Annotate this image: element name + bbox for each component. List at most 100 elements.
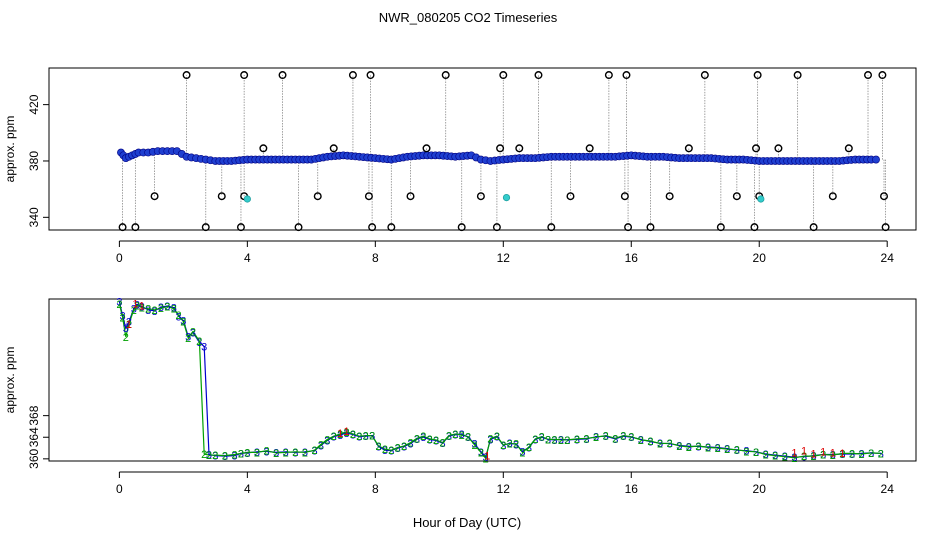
series-2-glyph: 2 — [483, 453, 489, 465]
panel-2-plot-frame — [48, 298, 917, 462]
series-2-glyph: 2 — [676, 441, 682, 453]
series-3-glyph: 3 — [152, 306, 158, 318]
series-2-glyph: 2 — [244, 447, 250, 459]
x-tick-label: 8 — [372, 482, 379, 496]
series-2-glyph: 2 — [420, 431, 426, 443]
series-3-glyph: 3 — [715, 443, 721, 455]
series-3-glyph: 3 — [206, 450, 212, 462]
x-tick-label: 0 — [116, 482, 123, 496]
series-2-glyph: 2 — [180, 317, 186, 329]
series-1-glyph: 1 — [126, 319, 132, 331]
series-3-glyph: 3 — [519, 446, 525, 458]
spike-point — [604, 71, 613, 80]
spike-point — [201, 223, 210, 232]
series-3-glyph: 3 — [134, 299, 140, 311]
panel-2-x-axis: 0 4 8 12 16 20 24 — [116, 471, 894, 496]
series-2-glyph: 2 — [513, 439, 519, 451]
series-2-glyph: 2 — [859, 449, 865, 461]
series-2-glyph: 2 — [433, 435, 439, 447]
series-1-glyph: 1 — [820, 446, 826, 458]
series-3-glyph: 3 — [551, 435, 557, 447]
series-3-glyph: 3 — [676, 440, 682, 452]
series-2-glyph: 2 — [801, 451, 807, 463]
spike-point — [313, 192, 322, 201]
spike-point — [329, 144, 338, 153]
series-3-glyph: 3 — [343, 428, 349, 440]
series-2-glyph: 2 — [705, 443, 711, 455]
spike-point — [422, 144, 431, 153]
series-3-glyph: 3 — [620, 431, 626, 443]
x-tick-label: 4 — [244, 482, 251, 496]
spike-point — [236, 223, 245, 232]
series-2-line — [118, 303, 881, 460]
series-2-glyph: 2 — [811, 451, 817, 463]
series-3-glyph: 3 — [593, 432, 599, 444]
panel-1-x-axis: 0 4 8 12 16 20 24 — [116, 240, 895, 265]
spike-point — [364, 192, 373, 201]
y-tick-label: 364 — [27, 427, 41, 447]
panel-1-baseline-points — [117, 147, 880, 165]
series-2-glyph: 2 — [231, 450, 237, 462]
spike-point — [684, 144, 693, 153]
series-1-glyph: 1 — [132, 298, 138, 310]
series-2-glyph: 2 — [201, 449, 207, 461]
y-tick-label: 368 — [27, 405, 41, 425]
series-2-glyph: 2 — [356, 431, 362, 443]
series-3-glyph: 3 — [176, 311, 182, 323]
series-1-glyph: 1 — [337, 428, 343, 440]
spike-point — [646, 223, 655, 232]
spike-point — [844, 144, 853, 153]
series-2-glyph: 2 — [830, 450, 836, 462]
series-3-glyph: 3 — [507, 438, 513, 450]
series-2-glyph: 2 — [494, 431, 500, 443]
spike-point — [278, 71, 287, 80]
series-3-glyph: 3 — [190, 327, 196, 339]
series-3-glyph: 3 — [238, 448, 244, 460]
panel-2-y-axis: 360 364 368 — [27, 299, 50, 469]
series-2-glyph: 2 — [465, 432, 471, 444]
series-3-glyph: 3 — [350, 430, 356, 442]
series-2-glyph: 2 — [222, 451, 228, 463]
series-3-glyph: 3 — [820, 450, 826, 462]
series-3-glyph: 3 — [427, 434, 433, 446]
spike-point — [131, 223, 140, 232]
y-tick-label: 340 — [27, 207, 41, 227]
series-3-glyph: 3 — [724, 444, 730, 456]
series-2-glyph: 2 — [145, 304, 151, 316]
spike-point — [457, 223, 466, 232]
series-2-glyph: 2 — [185, 333, 191, 345]
series-2-glyph: 2 — [868, 448, 874, 460]
series-3-glyph: 3 — [868, 448, 874, 460]
series-2-glyph: 2 — [350, 429, 356, 441]
series-3-glyph: 3 — [526, 443, 532, 455]
series-3-glyph: 3 — [222, 451, 228, 463]
series-2-glyph: 2 — [292, 447, 298, 459]
spike-point — [534, 71, 543, 80]
series-3-glyph: 3 — [273, 447, 279, 459]
series-2-glyph: 2 — [772, 451, 778, 463]
series-3-glyph: 3 — [439, 438, 445, 450]
series-2-glyph: 2 — [583, 433, 589, 445]
x-tick-label: 12 — [497, 251, 511, 265]
series-3-glyph: 3 — [628, 432, 634, 444]
series-2-glyph: 2 — [283, 447, 289, 459]
series-2-glyph: 2 — [439, 438, 445, 450]
series-2-glyph: 2 — [176, 310, 182, 322]
spike-point — [368, 223, 377, 232]
series-3-glyph: 3 — [363, 431, 369, 443]
series-2-glyph: 2 — [375, 441, 381, 453]
series-2-glyph: 2 — [324, 434, 330, 446]
series-3-glyph: 3 — [657, 438, 663, 450]
series-1-glyph: 1 — [839, 448, 845, 460]
x-tick-label: 24 — [881, 251, 895, 265]
series-3-glyph: 3 — [791, 452, 797, 464]
spike-point — [716, 223, 725, 232]
series-3-glyph: 3 — [638, 434, 644, 446]
series-2-glyph: 2 — [401, 441, 407, 453]
series-2-glyph: 2 — [190, 326, 196, 338]
spike-point — [566, 192, 575, 201]
spike-point — [793, 71, 802, 80]
panel-2-y-axis-label: approx. ppm — [3, 347, 17, 414]
